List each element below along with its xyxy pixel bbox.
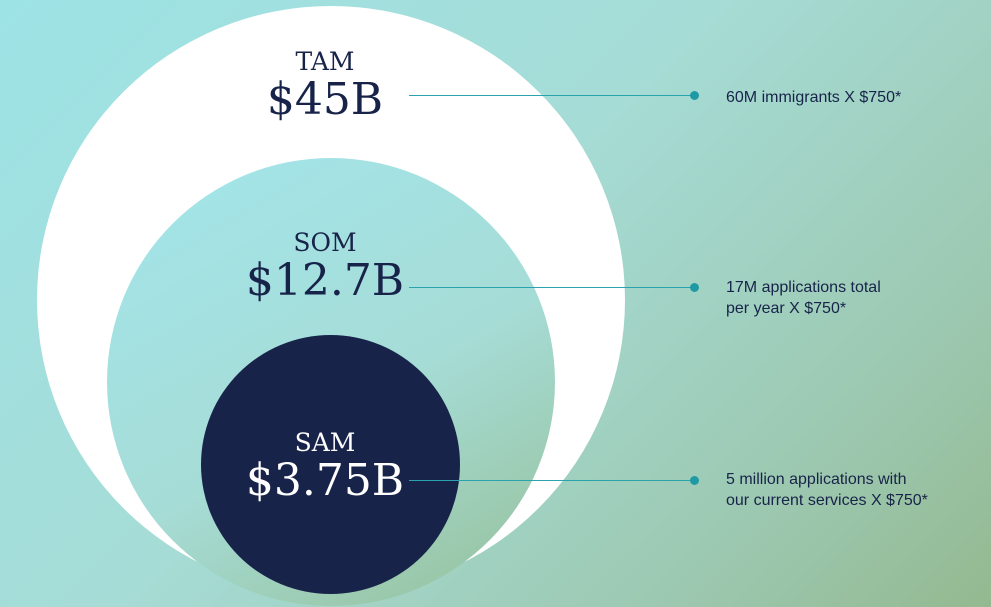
sam-connector-line (409, 480, 695, 481)
sam-circle (201, 335, 460, 594)
som-value: $12.7B (245, 255, 405, 306)
tam-note: 60M immigrants X $750* (726, 89, 902, 106)
som-label-group: SOM $12.7B (225, 229, 425, 305)
sam-connector-dot (690, 476, 699, 485)
som-connector-dot (690, 283, 699, 292)
tam-label: TAM (295, 47, 355, 76)
sam-value: $3.75B (245, 455, 405, 506)
tam-value: $45B (266, 74, 384, 125)
sam-note: 5 million applications with our current … (726, 471, 928, 509)
sam-label-group: SAM $3.75B (225, 429, 425, 505)
som-note: 17M applications total per year X $750* (726, 279, 881, 317)
som-label: SOM (293, 228, 357, 257)
tam-label-group: TAM $45B (225, 48, 425, 124)
tam-connector-dot (690, 91, 699, 100)
tam-connector-line (409, 95, 695, 96)
som-connector-line (409, 287, 695, 288)
sam-label: SAM (294, 428, 356, 457)
